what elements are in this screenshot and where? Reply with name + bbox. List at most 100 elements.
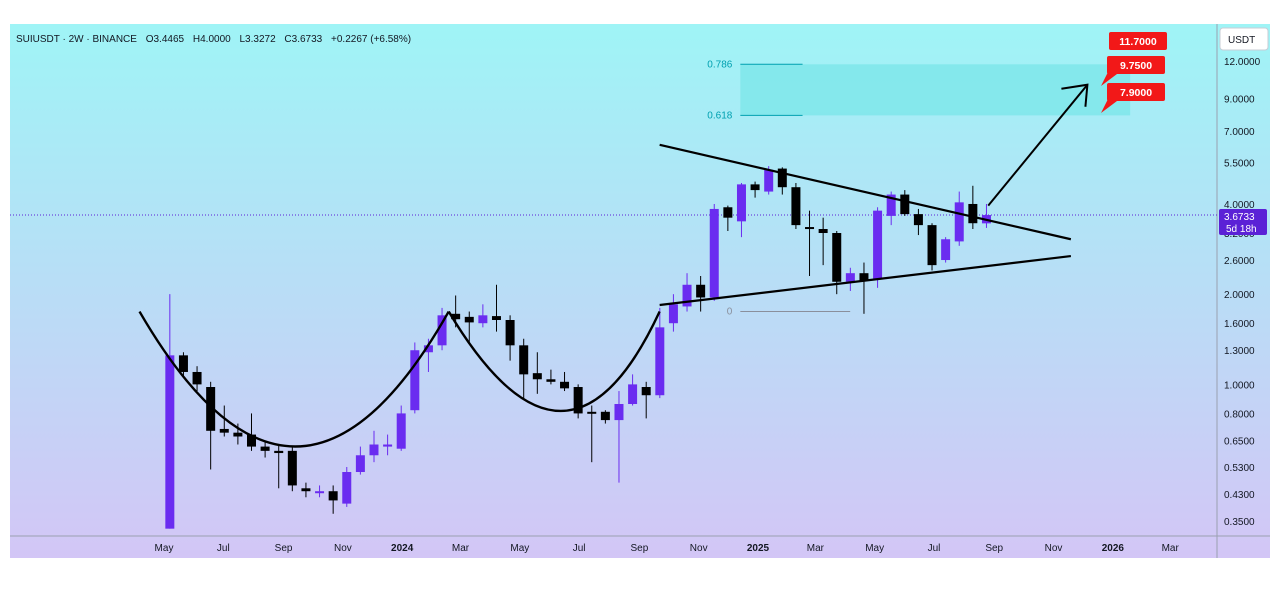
time-tick: Nov (690, 543, 708, 554)
candle-body (192, 371, 202, 385)
low-value: 3.3272 (245, 34, 276, 45)
candle (396, 405, 406, 451)
candle-body (165, 355, 175, 529)
candle-series (165, 166, 991, 529)
candle-body (954, 202, 964, 242)
candle (328, 485, 338, 514)
candle (859, 262, 869, 314)
candle (614, 391, 624, 483)
time-tick: Nov (334, 543, 352, 554)
candle-body (328, 491, 338, 501)
breakout-arrow (987, 84, 1089, 207)
time-tick: Sep (985, 543, 1003, 554)
low-label: L (239, 34, 245, 45)
candle-body (913, 214, 923, 226)
triangle-lower-trendline (659, 254, 1072, 307)
candle (519, 338, 529, 399)
candle (805, 210, 815, 276)
candle (274, 444, 284, 489)
candle (927, 223, 937, 271)
candle-body (573, 387, 583, 414)
open-value: 3.4465 (154, 34, 185, 45)
price-axis: 12.00009.00007.00005.50004.00003.20002.6… (1224, 57, 1261, 528)
candle (219, 405, 229, 437)
candle-body (682, 284, 692, 307)
candle-body (723, 207, 733, 218)
candle-body (641, 387, 651, 396)
price-tick: 0.6500 (1224, 436, 1255, 447)
candle (587, 405, 597, 463)
candle-body (396, 413, 406, 449)
candle-body (519, 345, 529, 375)
symbol-label: SUIUSDT · 2W · BINANCE (16, 34, 137, 45)
candle-body (287, 450, 297, 486)
target-tag-bg (1109, 32, 1167, 50)
cup-curve-left (138, 310, 450, 448)
time-tick: Mar (807, 543, 825, 554)
candle-body (301, 488, 311, 492)
candle-body (315, 491, 325, 494)
target-tag-pointer (1101, 70, 1117, 86)
candle-body (274, 450, 284, 454)
candle-body (423, 345, 433, 353)
candle (668, 294, 678, 332)
price-tick: 7.0000 (1224, 127, 1255, 138)
candle-body (614, 404, 624, 421)
target-tag-pointer (1101, 97, 1117, 113)
candle-body (369, 444, 379, 456)
candle (777, 167, 787, 195)
target-tag: 9.7500 (1101, 56, 1165, 86)
price-tick: 4.0000 (1224, 200, 1255, 211)
candle (873, 207, 883, 288)
currency-button-bg[interactable] (1219, 27, 1269, 51)
fib-label-786: 0.786 (707, 59, 732, 70)
candle (260, 442, 270, 458)
candle (573, 384, 583, 419)
candle (355, 446, 365, 475)
candle-body (832, 233, 842, 282)
candle (342, 467, 352, 507)
target-labels: 11.7000 9.7500 7.9000 (1101, 32, 1167, 113)
candle (968, 185, 978, 230)
candle (546, 369, 556, 385)
candle-body (873, 210, 883, 279)
currency-button[interactable]: USDT (1228, 35, 1255, 46)
candle-body (233, 432, 243, 437)
candle-body (845, 273, 855, 282)
candle (532, 352, 542, 394)
target-tag-bg (1107, 83, 1165, 101)
candle (655, 307, 665, 399)
target-value: 11.7000 (1119, 36, 1157, 48)
time-tick: Mar (452, 543, 470, 554)
candle (750, 181, 760, 198)
price-tick: 1.3000 (1224, 346, 1255, 357)
candle (301, 482, 311, 498)
candle-body (260, 446, 270, 451)
candle-body (600, 411, 610, 421)
candle-body (178, 355, 188, 372)
candle (641, 381, 651, 419)
target-tag: 7.9000 (1101, 83, 1165, 113)
fib-target-zone (740, 64, 1131, 116)
time-tick: Sep (630, 543, 648, 554)
candle (369, 430, 379, 463)
candle-body (451, 313, 461, 320)
candle-body (437, 315, 447, 346)
price-tick: 1.6000 (1224, 319, 1255, 330)
candle-body (696, 284, 706, 298)
current-price-tag (1219, 209, 1267, 235)
high-value: 4.0000 (200, 34, 231, 45)
candle-body (859, 273, 869, 281)
candle (900, 190, 910, 216)
candle (315, 485, 325, 498)
candle (600, 410, 610, 424)
candle-body (777, 168, 787, 188)
candle (682, 273, 692, 312)
time-tick: Jul (573, 543, 586, 554)
candle (491, 284, 501, 332)
candle (845, 267, 855, 291)
candle-body (886, 194, 896, 216)
candle (505, 315, 515, 361)
